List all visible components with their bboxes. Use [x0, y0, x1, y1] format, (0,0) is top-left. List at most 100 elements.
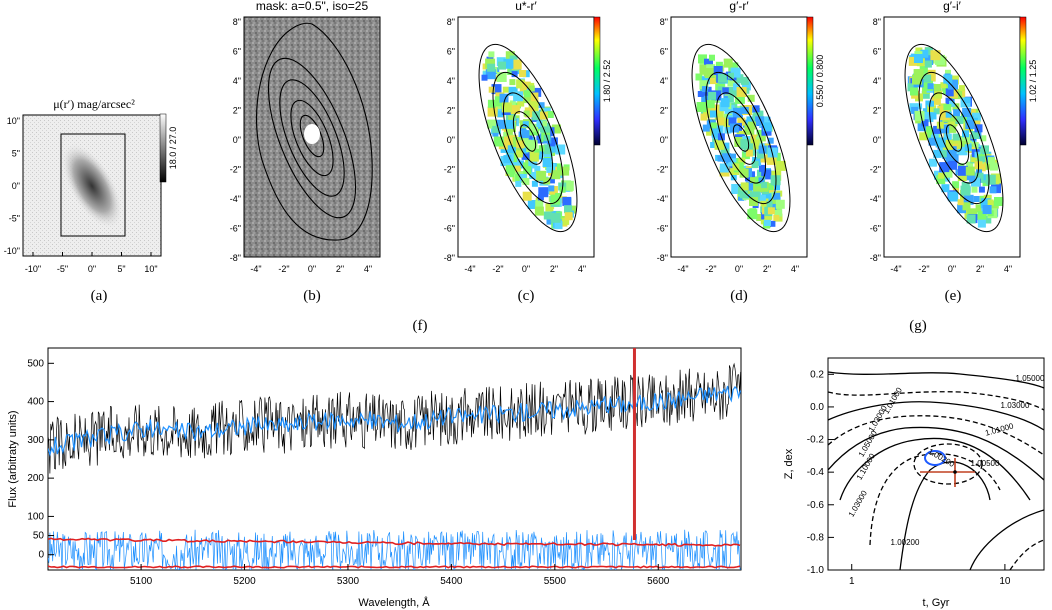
- map-ytick: -2": [444, 165, 455, 175]
- color-cell: [522, 70, 530, 78]
- color-cell: [730, 67, 741, 78]
- map-xtick: 4": [791, 264, 799, 274]
- color-cell: [965, 166, 975, 176]
- spectrum-frame: [47, 347, 742, 571]
- color-cell: [550, 194, 561, 205]
- color-cell: [974, 124, 983, 133]
- color-cell: [980, 135, 987, 142]
- map-ytick: -6": [444, 224, 455, 234]
- color-cell: [949, 114, 957, 122]
- color-cell: [538, 145, 545, 152]
- color-cell: [711, 127, 722, 138]
- color-cell: [722, 87, 730, 95]
- map-xtick: -2": [278, 264, 289, 274]
- color-cell: [763, 122, 772, 132]
- color-cell: [929, 112, 937, 120]
- color-cell: [966, 109, 976, 119]
- color-cell: [724, 105, 735, 116]
- map-xtick: 0": [735, 264, 743, 274]
- chi2-ytick: 0.2: [810, 369, 824, 380]
- spectrum-ytick: 200: [27, 473, 44, 484]
- color-cell: [983, 215, 992, 224]
- color-cell: [962, 130, 969, 138]
- color-cell: [942, 139, 953, 150]
- map-xtick: -4": [677, 264, 688, 274]
- color-cell: [943, 104, 952, 113]
- color-cell: [563, 180, 574, 191]
- color-cell: [522, 191, 532, 201]
- color-cell: [704, 58, 713, 68]
- color-cell: [921, 90, 930, 99]
- color-cell: [519, 87, 527, 95]
- color-cell: [532, 87, 542, 97]
- color-cell: [519, 70, 527, 77]
- color-cell: [960, 185, 971, 196]
- map-ytick: -8": [230, 253, 241, 263]
- map-ytick: -4": [230, 194, 241, 204]
- color-cell: [976, 166, 982, 173]
- panel-a-xtick: -5": [57, 264, 68, 274]
- color-cell: [952, 181, 960, 189]
- chi2-ylabel: Z, dex: [783, 448, 795, 479]
- color-cell: [949, 100, 955, 107]
- color-cell: [957, 145, 968, 156]
- color-cell: [523, 162, 530, 170]
- color-cell: [933, 149, 942, 158]
- panel-b: mask: a=0.5", iso=25: [243, 0, 381, 258]
- color-cell: [739, 168, 749, 178]
- map-xtick: -4": [464, 264, 475, 274]
- color-cell: [907, 83, 916, 92]
- map-ytick: 2": [660, 106, 668, 116]
- color-cell: [546, 163, 556, 173]
- color-cell: [502, 86, 509, 93]
- color-cell: [966, 214, 976, 224]
- isophote: [725, 111, 757, 165]
- color-cell: [522, 137, 529, 143]
- color-cell: [740, 76, 749, 85]
- color-cell: [930, 50, 941, 61]
- map-xtick: 2": [336, 264, 344, 274]
- chi2-xlabel: t, Gyr: [923, 597, 950, 609]
- color-cell: [971, 177, 980, 187]
- color-cell: [533, 148, 540, 155]
- map-frame: [883, 16, 1021, 258]
- map-ytick: 6": [447, 47, 455, 57]
- color-cell: [717, 155, 724, 162]
- map-ticks: -4" -2" 0" 2" 4" 8" 6" 4" 2" 0" -2" -4" -6" -8" -4" -2"…: [230, 17, 1012, 274]
- color-cell: [519, 174, 527, 181]
- color-cell: [510, 158, 521, 169]
- map-ytick: 0": [660, 135, 668, 145]
- color-cell: [485, 69, 496, 80]
- color-cell: [994, 197, 1003, 206]
- color-cell: [537, 194, 544, 201]
- color-cell: [756, 129, 765, 138]
- color-cell: [923, 112, 934, 122]
- map-xtick: 2": [763, 264, 771, 274]
- chi2-ytick: -0.2: [807, 435, 825, 446]
- color-cell: [538, 187, 549, 198]
- spectrum-xtick: 5200: [233, 576, 256, 587]
- isophote: [715, 92, 767, 184]
- color-cell: [488, 51, 495, 58]
- chi2-ytick: -0.8: [807, 532, 825, 543]
- color-cell: [487, 63, 496, 72]
- map-ytick: 2": [233, 106, 241, 116]
- color-cell: [724, 126, 732, 134]
- color-cell: [541, 120, 547, 127]
- color-cell: [770, 203, 777, 210]
- spectrum-ytick: 400: [27, 397, 44, 408]
- spectrum-xtick: 5100: [130, 576, 153, 587]
- color-cell: [717, 86, 724, 93]
- color-cell: [979, 156, 986, 163]
- color-cell: [966, 161, 974, 169]
- color-cell: [928, 100, 934, 107]
- color-cell: [923, 131, 931, 139]
- map-ytick: 8": [873, 17, 881, 27]
- color-cell: [749, 197, 758, 206]
- color-cell: [962, 134, 972, 144]
- map-ytick: 4": [873, 76, 881, 86]
- color-cell: [706, 126, 716, 136]
- color-cell: [982, 180, 989, 187]
- panel-d-title: g′-r′: [729, 0, 749, 13]
